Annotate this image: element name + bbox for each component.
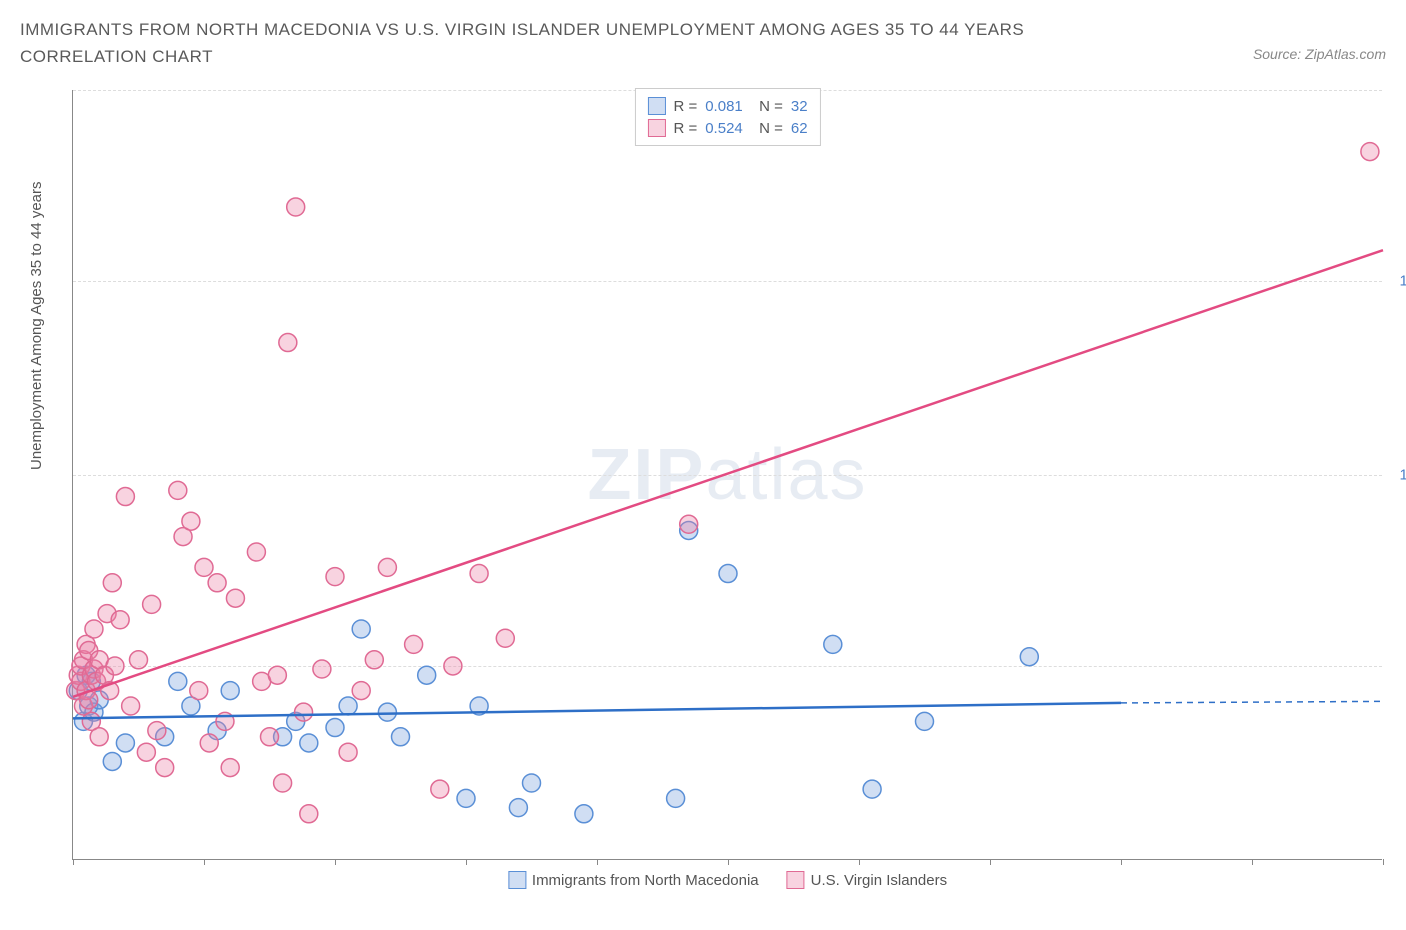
data-point (326, 719, 344, 737)
x-tick (597, 859, 598, 865)
x-tick (990, 859, 991, 865)
data-point (392, 728, 410, 746)
scatter-plot-svg (73, 90, 1382, 859)
x-tick (1252, 859, 1253, 865)
data-point (169, 672, 187, 690)
data-point (287, 198, 305, 216)
data-point (378, 703, 396, 721)
y-axis-label: Unemployment Among Ages 35 to 44 years (28, 181, 45, 470)
data-point (268, 666, 286, 684)
swatch-bottom-a (508, 871, 526, 889)
trend-line (73, 703, 1121, 718)
x-tick (1121, 859, 1122, 865)
data-point (352, 620, 370, 638)
source-attribution: Source: ZipAtlas.com (1253, 46, 1386, 62)
legend-item-series-a: Immigrants from North Macedonia (508, 871, 759, 889)
y-tick-label: 12.5% (1387, 467, 1406, 484)
data-point (378, 558, 396, 576)
data-point (405, 635, 423, 653)
data-point (190, 682, 208, 700)
x-tick (466, 859, 467, 865)
chart-title: IMMIGRANTS FROM NORTH MACEDONIA VS U.S. … (20, 16, 1140, 70)
data-point (916, 712, 934, 730)
data-point (1361, 143, 1379, 161)
x-tick (73, 859, 74, 865)
data-point (130, 651, 148, 669)
data-point (444, 657, 462, 675)
data-point (300, 734, 318, 752)
x-tick (335, 859, 336, 865)
data-point (103, 574, 121, 592)
x-tick (859, 859, 860, 865)
data-point (719, 565, 737, 583)
data-point (313, 660, 331, 678)
data-point (106, 657, 124, 675)
data-point (90, 728, 108, 746)
data-point (523, 774, 541, 792)
series-legend: Immigrants from North Macedonia U.S. Vir… (508, 871, 947, 889)
data-point (200, 734, 218, 752)
data-point (103, 752, 121, 770)
data-point (470, 565, 488, 583)
trend-line-extrapolated (1121, 701, 1383, 703)
data-point (575, 805, 593, 823)
series-a-name: Immigrants from North Macedonia (532, 872, 759, 889)
data-point (279, 334, 297, 352)
data-point (143, 595, 161, 613)
series-b-name: U.S. Virgin Islanders (811, 872, 947, 889)
x-tick (728, 859, 729, 865)
data-point (431, 780, 449, 798)
data-point (457, 789, 475, 807)
data-point (247, 543, 265, 561)
data-point (1020, 648, 1038, 666)
y-tick-label: 18.8% (1387, 272, 1406, 289)
trend-line (73, 250, 1383, 697)
data-point (326, 568, 344, 586)
data-point (496, 629, 514, 647)
data-point (208, 574, 226, 592)
data-point (295, 703, 313, 721)
data-point (261, 728, 279, 746)
x-tick (1383, 859, 1384, 865)
data-point (122, 697, 140, 715)
data-point (418, 666, 436, 684)
data-point (274, 774, 292, 792)
data-point (111, 611, 129, 629)
chart-plot-area: ZIPatlas 6.3%12.5%18.8% R = 0.081 N = 32… (72, 90, 1382, 860)
data-point (509, 799, 527, 817)
data-point (169, 481, 187, 499)
x-tick (204, 859, 205, 865)
data-point (156, 759, 174, 777)
swatch-bottom-b (787, 871, 805, 889)
data-point (137, 743, 155, 761)
data-point (182, 512, 200, 530)
data-point (221, 682, 239, 700)
data-point (352, 682, 370, 700)
data-point (365, 651, 383, 669)
data-point (116, 734, 134, 752)
data-point (226, 589, 244, 607)
data-point (824, 635, 842, 653)
data-point (680, 515, 698, 533)
legend-item-series-b: U.S. Virgin Islanders (787, 871, 947, 889)
data-point (667, 789, 685, 807)
data-point (339, 697, 357, 715)
data-point (300, 805, 318, 823)
data-point (863, 780, 881, 798)
data-point (221, 759, 239, 777)
data-point (195, 558, 213, 576)
data-point (148, 722, 166, 740)
data-point (85, 620, 103, 638)
data-point (116, 488, 134, 506)
y-tick-label: 6.3% (1387, 657, 1406, 674)
data-point (339, 743, 357, 761)
